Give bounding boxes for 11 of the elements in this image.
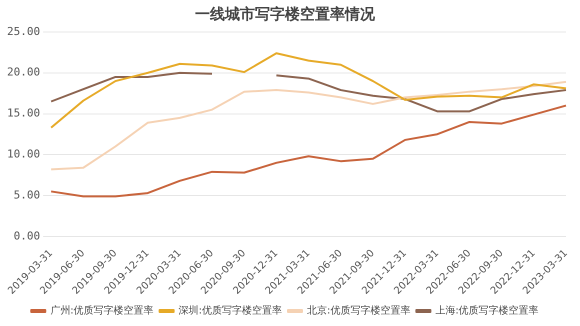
y-tick-label: 15.00 — [6, 106, 40, 120]
legend-label: 深圳:优质写字楼空置率 — [178, 304, 282, 317]
chart-title: 一线城市写字楼空置率情况 — [195, 4, 376, 23]
y-tick-label: 0.00 — [14, 229, 40, 242]
y-tick-label: 10.00 — [6, 148, 40, 161]
y-tick-label: 20.00 — [6, 66, 40, 79]
y-tick-label: 25.00 — [6, 24, 40, 38]
legend-label: 北京:优质写字楼空置率 — [307, 304, 410, 317]
legend-label: 广州:优质写字楼空置率 — [50, 304, 154, 317]
y-tick-label: 5.00 — [14, 188, 40, 202]
legend-label: 上海:优质写字楼空置率 — [435, 304, 539, 317]
